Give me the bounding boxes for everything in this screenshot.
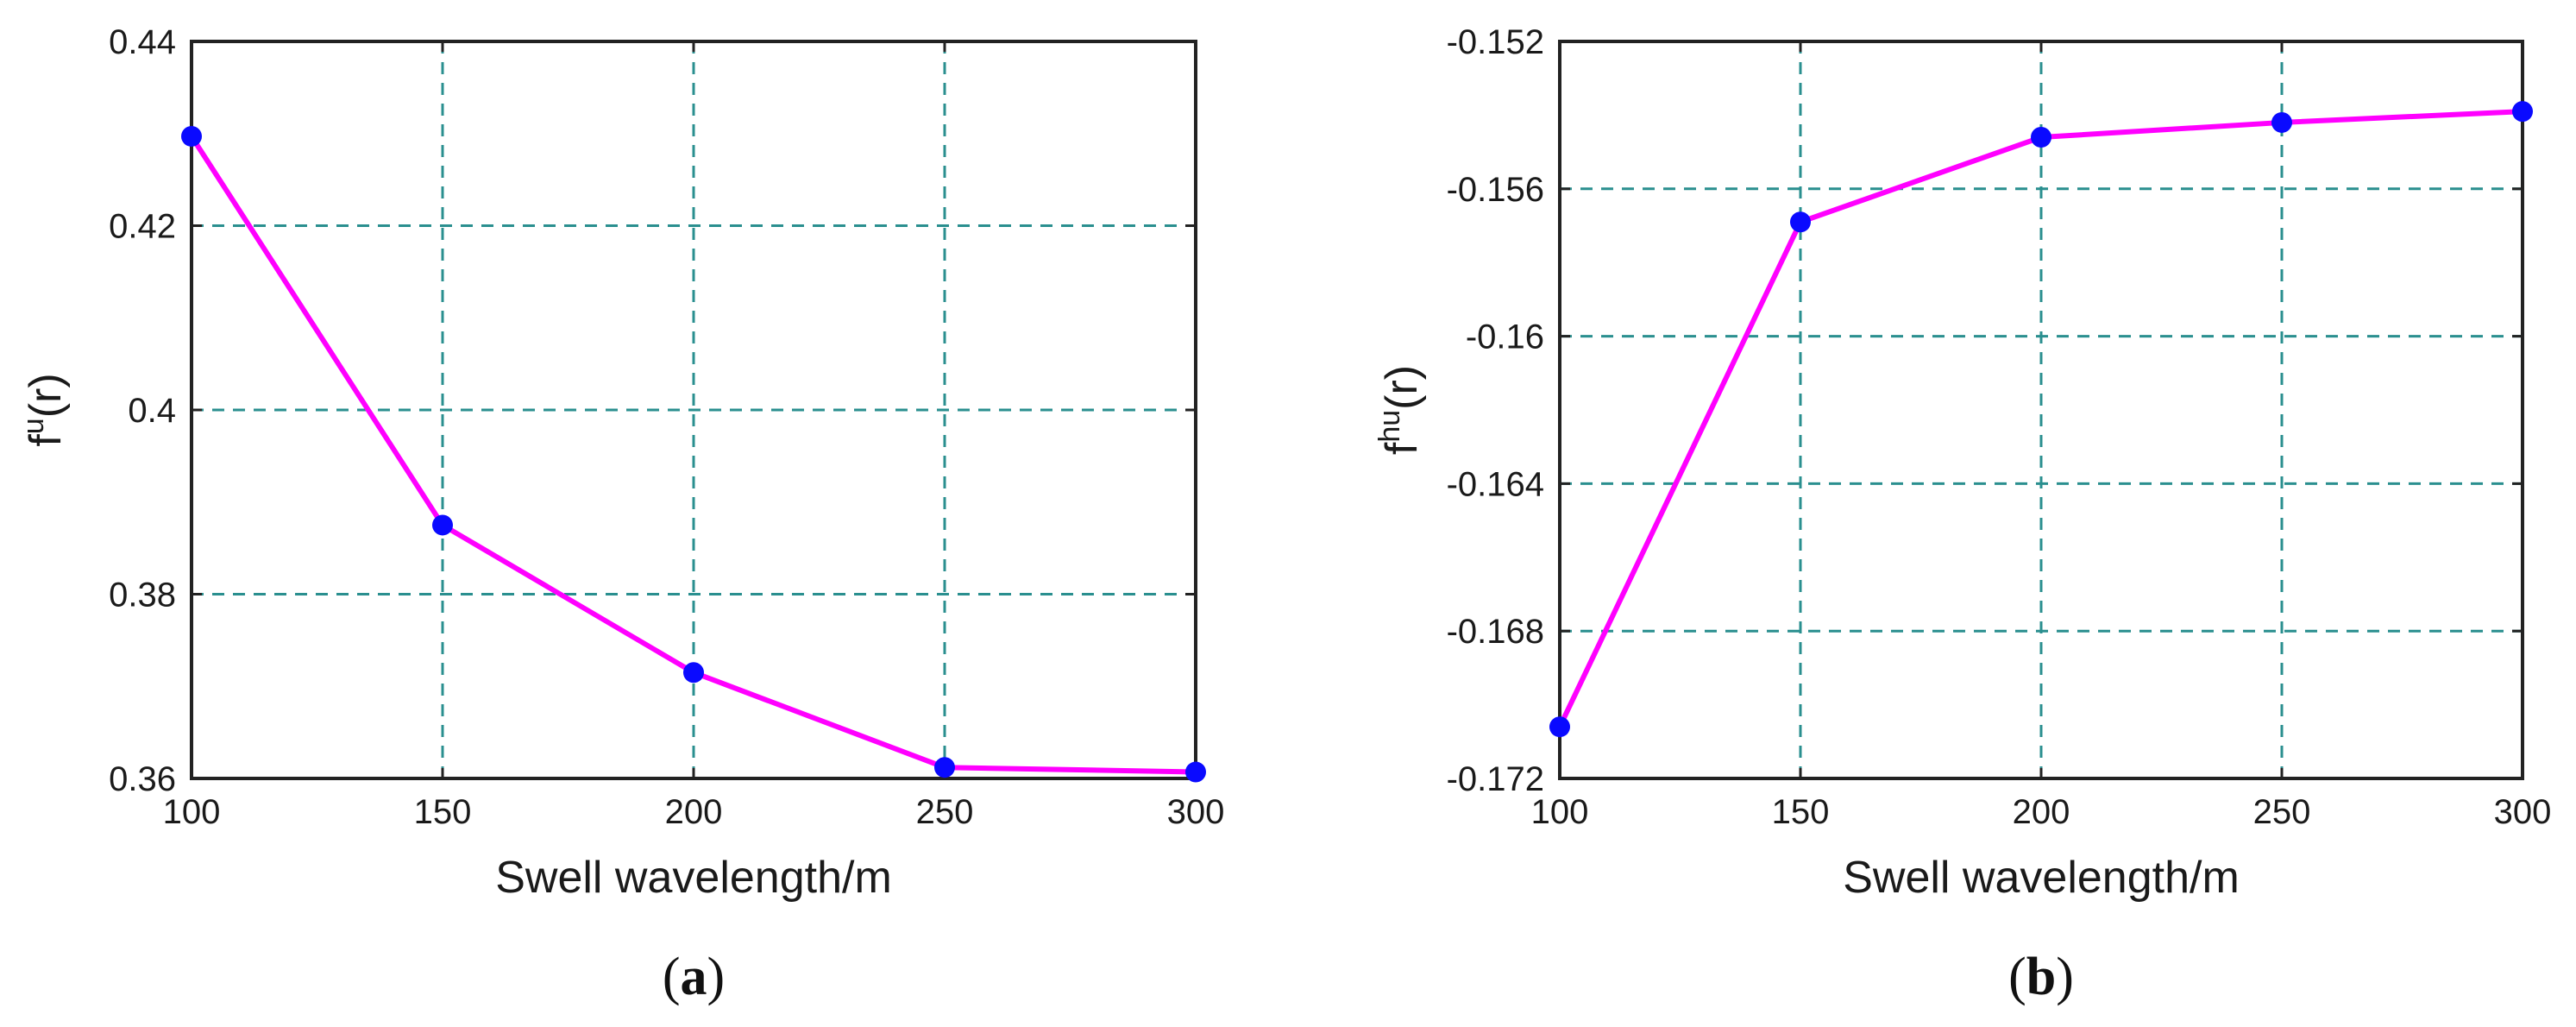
panel-label: (b) — [2008, 948, 2074, 1006]
x-tick-label: 150 — [1772, 793, 1830, 831]
data-point — [1790, 211, 1811, 233]
y-tick-label: -0.156 — [1447, 171, 1544, 209]
x-axis-label: Swell wavelength/m — [1843, 853, 2240, 903]
data-point — [2031, 127, 2051, 148]
y-tick-label: 0.4 — [128, 392, 176, 430]
x-tick-label: 100 — [163, 793, 221, 831]
x-axis-label: Swell wavelength/m — [495, 853, 892, 903]
y-tick-label: 0.38 — [109, 577, 176, 614]
data-point — [2512, 101, 2533, 123]
y-tick-label: 0.42 — [109, 208, 176, 246]
data-point — [1185, 761, 1206, 783]
y-tick-label: -0.152 — [1447, 23, 1544, 61]
y-axis-label: fu(r) — [17, 373, 71, 446]
x-tick-label: 250 — [916, 793, 974, 831]
x-tick-label: 300 — [1167, 793, 1225, 831]
y-tick-label: -0.172 — [1447, 760, 1544, 798]
y-tick-label: -0.168 — [1447, 613, 1544, 651]
y-axis-label: fhu(r) — [1373, 365, 1427, 455]
data-point — [181, 125, 202, 147]
y-tick-label: -0.164 — [1447, 465, 1544, 503]
panel-label: (a) — [663, 948, 725, 1006]
data-point — [1549, 716, 1570, 738]
y-tick-label: 0.44 — [109, 23, 176, 61]
data-point — [934, 757, 955, 778]
x-tick-label: 200 — [665, 793, 723, 831]
x-tick-label: 150 — [414, 793, 472, 831]
chart-panel-a: 100 150 200 250 300 0.36 0.38 0.4 0.42 0.44 Swell … — [17, 23, 1224, 1006]
x-tick-label: 250 — [2253, 793, 2311, 831]
chart-panel-b: 100 150 200 250 300 -0.172 -0.168 -0.164 -0.16 -0… — [1373, 23, 2551, 1006]
x-tick-label: 300 — [2494, 793, 2552, 831]
data-point — [683, 662, 704, 684]
y-tick-label: 0.36 — [109, 760, 176, 798]
y-tick-label: -0.16 — [1466, 318, 1544, 356]
data-point — [432, 514, 453, 536]
data-point — [2271, 111, 2292, 133]
x-tick-label: 100 — [1531, 793, 1589, 831]
x-tick-label: 200 — [2013, 793, 2070, 831]
